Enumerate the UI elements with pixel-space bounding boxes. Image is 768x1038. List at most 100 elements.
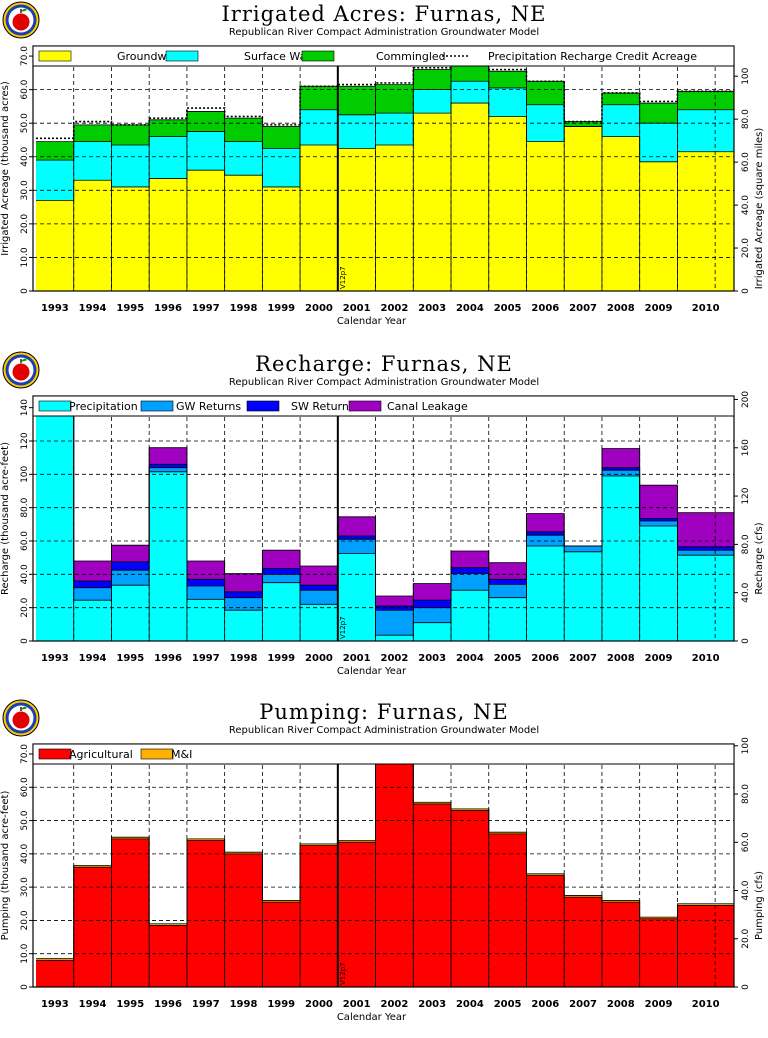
x-tick-label: 2005 [494, 653, 522, 664]
area-step [224, 175, 263, 291]
y-tick-label: 30.0 [20, 180, 30, 200]
legend-swatch [301, 50, 335, 62]
area-step [526, 875, 565, 987]
chart-title: Pumping: Furnas, NE [259, 700, 509, 724]
legend-swatch [38, 50, 72, 62]
area-step [451, 590, 489, 641]
area-step [186, 170, 225, 291]
y-tick-label: 0 [20, 984, 30, 990]
area-step [526, 546, 565, 641]
pumping-panel: Pumping: Furnas, NE Republican River Com… [0, 698, 768, 1038]
legend-swatch [165, 50, 199, 62]
area-step [639, 918, 678, 987]
area-step [375, 635, 414, 641]
y2-axis-label: Recharge (cfs) [754, 522, 765, 594]
x-tick-label: 1996 [154, 999, 182, 1010]
x-tick-label: 1998 [230, 999, 258, 1010]
y-tick-label: 50.0 [20, 810, 30, 830]
y-tick-label: 60.0 [20, 777, 30, 797]
area-step [262, 582, 301, 641]
x-tick-label: 1998 [230, 653, 258, 664]
area-step [564, 551, 602, 641]
y-tick-label: 30.0 [20, 877, 30, 897]
x-tick-label: 1993 [41, 303, 69, 314]
area-step [677, 905, 734, 987]
x-tick-label: 2010 [692, 303, 720, 314]
area-step [488, 597, 527, 641]
x-tick-label: 2003 [418, 999, 446, 1010]
x-tick-label: 1994 [79, 999, 107, 1010]
area-step [337, 842, 376, 987]
x-tick-label: 2003 [418, 653, 446, 664]
y-axis-label: Recharge (thousand acre-feet) [0, 442, 11, 595]
area-step [639, 161, 678, 291]
y-tick-label: 80.0 [20, 497, 30, 517]
x-tick-label: 1993 [41, 999, 69, 1010]
x-tick-label: 1997 [192, 653, 220, 664]
legend-label: Precipitation Recharge Credit Acreage [488, 50, 697, 63]
legend-box [32, 743, 735, 765]
x-tick-label: 2004 [456, 999, 484, 1010]
area-step [451, 103, 489, 291]
y-tick-label: 20.0 [20, 910, 30, 930]
area-step [564, 897, 602, 987]
chart-subtitle: Republican River Compact Administration … [228, 377, 540, 388]
legend-label: Canal Leakage [387, 400, 468, 413]
area-step [639, 526, 678, 641]
area-step [300, 604, 338, 641]
y2-tick-label: 120 [741, 487, 751, 504]
pumping-chart: V12p7 Agricultural M&I 0 10.0 20.0 30.0 40.0 50.… [0, 737, 765, 1023]
recharge-panel: Recharge: Furnas, NE Republican River Co… [0, 350, 768, 690]
x-axis-label: Calendar Year [337, 316, 407, 327]
model-version-label: V12p7 [339, 962, 347, 985]
x-tick-label: 1997 [192, 999, 220, 1010]
area-step [413, 113, 452, 291]
area-step [111, 585, 150, 641]
y-tick-label: 60.0 [20, 531, 30, 551]
y-tick-label: 0 [20, 638, 30, 644]
area-step [73, 867, 112, 987]
y2-axis-label: Pumping (cfs) [754, 871, 765, 940]
y2-axis-label: Irrigated Acreage (square miles) [754, 128, 765, 290]
x-tick-label: 2002 [381, 303, 409, 314]
chart-subtitle: Republican River Compact Administration … [228, 27, 540, 38]
x-tick-label: 1997 [192, 303, 220, 314]
area-step [375, 145, 414, 291]
y-tick-label: 10.0 [20, 247, 30, 267]
area-step [601, 136, 640, 291]
x-tick-label: 2002 [381, 999, 409, 1010]
area-step [677, 151, 734, 291]
legend-swatch [38, 400, 72, 412]
legend-swatch [348, 400, 382, 412]
x-tick-label: 1993 [41, 653, 69, 664]
y2-tick-label: 20.0 [741, 238, 751, 258]
area-step [451, 810, 489, 987]
area-step [262, 902, 301, 987]
legend-label: Agricultural [69, 748, 133, 761]
x-tick-label: 2007 [569, 303, 597, 314]
x-tick-label: 2006 [531, 653, 559, 664]
y2-tick-label: 40.0 [741, 582, 751, 602]
y2-tick-label: 40.0 [741, 880, 751, 900]
chart-subtitle: Republican River Compact Administration … [228, 725, 540, 736]
y2-tick-label: 0 [741, 288, 751, 294]
x-tick-label: 2001 [343, 303, 371, 314]
x-tick-label: 1994 [79, 303, 107, 314]
legend-label: Precipitation [69, 400, 138, 413]
y-axis-label: Irrigated Acreage (thousand acres) [0, 81, 11, 256]
area-step [73, 180, 112, 291]
y-tick-label: 50.0 [20, 113, 30, 133]
y-tick-label: 140 [20, 399, 30, 416]
y2-tick-label: 160 [741, 439, 751, 456]
x-tick-label: 1998 [230, 303, 258, 314]
y2-tick-label: 60.0 [741, 152, 751, 172]
legend-label: SW Returns [291, 400, 355, 413]
x-tick-label: 1994 [79, 653, 107, 664]
y-tick-label: 40.0 [20, 146, 30, 166]
area-step [300, 845, 338, 987]
y-tick-label: 0 [20, 288, 30, 294]
y2-tick-label: 200 [741, 391, 751, 408]
y2-tick-label: 80.0 [741, 784, 751, 804]
x-tick-label: 1995 [116, 999, 144, 1010]
x-tick-label: 1996 [154, 303, 182, 314]
